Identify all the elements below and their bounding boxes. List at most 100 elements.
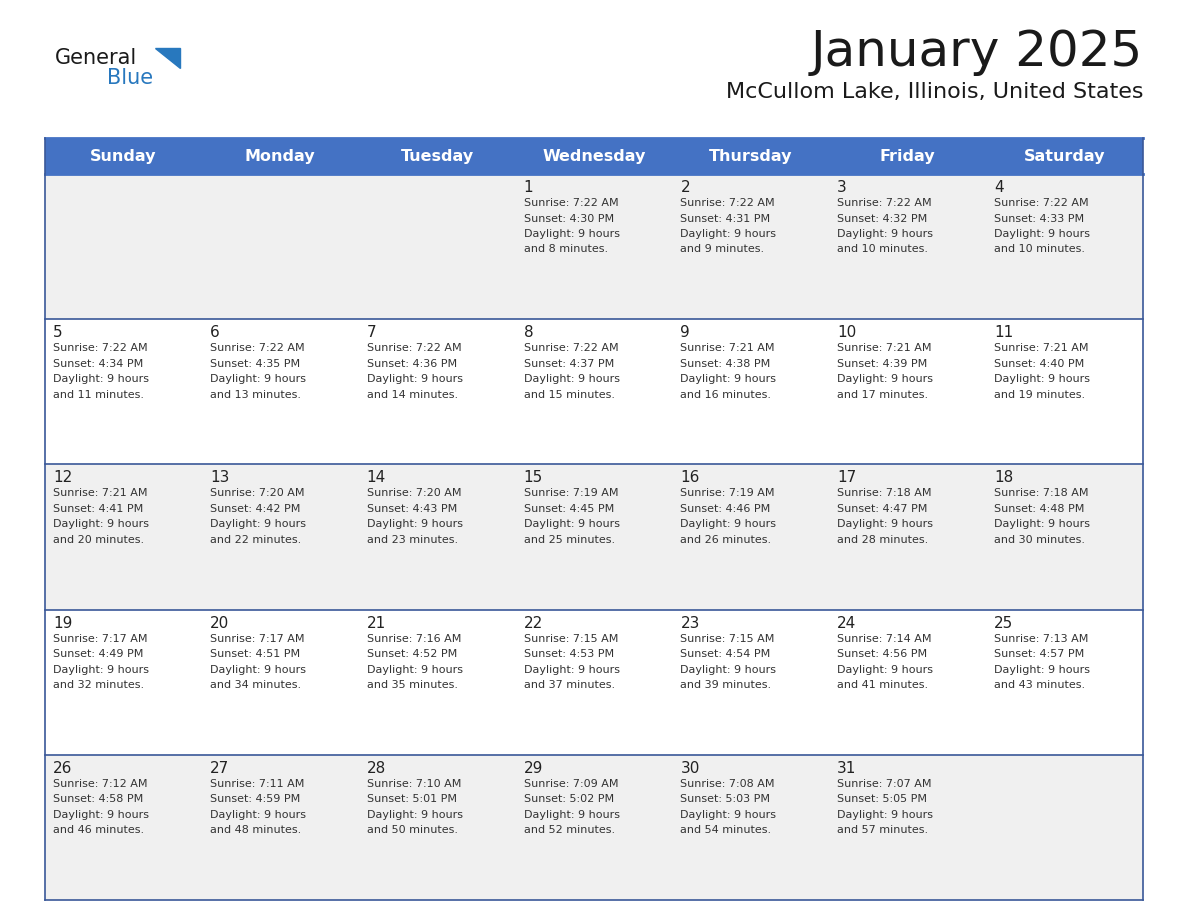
Text: and 13 minutes.: and 13 minutes. xyxy=(210,390,301,399)
Text: Sunrise: 7:07 AM: Sunrise: 7:07 AM xyxy=(838,778,931,789)
Text: 1: 1 xyxy=(524,180,533,195)
Text: Friday: Friday xyxy=(880,149,935,163)
Text: and 22 minutes.: and 22 minutes. xyxy=(210,535,301,545)
Text: Daylight: 9 hours: Daylight: 9 hours xyxy=(681,375,777,385)
Text: and 16 minutes.: and 16 minutes. xyxy=(681,390,771,399)
Text: Sunrise: 7:10 AM: Sunrise: 7:10 AM xyxy=(367,778,461,789)
Text: Daylight: 9 hours: Daylight: 9 hours xyxy=(994,665,1091,675)
Text: Sunrise: 7:22 AM: Sunrise: 7:22 AM xyxy=(524,343,618,353)
Text: and 20 minutes.: and 20 minutes. xyxy=(53,535,144,545)
Text: Sunrise: 7:22 AM: Sunrise: 7:22 AM xyxy=(367,343,461,353)
Text: 12: 12 xyxy=(53,470,72,486)
Text: and 11 minutes.: and 11 minutes. xyxy=(53,390,144,399)
Text: Daylight: 9 hours: Daylight: 9 hours xyxy=(367,375,462,385)
Text: Sunrise: 7:14 AM: Sunrise: 7:14 AM xyxy=(838,633,931,644)
Text: Daylight: 9 hours: Daylight: 9 hours xyxy=(994,520,1091,530)
Text: and 34 minutes.: and 34 minutes. xyxy=(210,680,301,690)
Text: 17: 17 xyxy=(838,470,857,486)
Text: and 10 minutes.: and 10 minutes. xyxy=(994,244,1085,254)
Text: Sunset: 5:01 PM: Sunset: 5:01 PM xyxy=(367,794,456,804)
Text: 19: 19 xyxy=(53,616,72,631)
Text: Sunrise: 7:21 AM: Sunrise: 7:21 AM xyxy=(838,343,931,353)
Text: Daylight: 9 hours: Daylight: 9 hours xyxy=(994,229,1091,239)
Text: and 32 minutes.: and 32 minutes. xyxy=(53,680,144,690)
Text: Sunset: 4:38 PM: Sunset: 4:38 PM xyxy=(681,359,771,369)
Text: Sunset: 5:02 PM: Sunset: 5:02 PM xyxy=(524,794,614,804)
Text: Sunrise: 7:21 AM: Sunrise: 7:21 AM xyxy=(681,343,775,353)
Text: and 43 minutes.: and 43 minutes. xyxy=(994,680,1086,690)
Text: and 30 minutes.: and 30 minutes. xyxy=(994,535,1085,545)
Text: 8: 8 xyxy=(524,325,533,341)
Text: Daylight: 9 hours: Daylight: 9 hours xyxy=(838,810,934,820)
Text: Blue: Blue xyxy=(107,68,153,88)
Text: Sunset: 4:41 PM: Sunset: 4:41 PM xyxy=(53,504,144,514)
Text: 30: 30 xyxy=(681,761,700,776)
Text: and 50 minutes.: and 50 minutes. xyxy=(367,825,457,835)
Text: Sunset: 4:35 PM: Sunset: 4:35 PM xyxy=(210,359,301,369)
Text: Daylight: 9 hours: Daylight: 9 hours xyxy=(681,520,777,530)
Text: Sunrise: 7:15 AM: Sunrise: 7:15 AM xyxy=(524,633,618,644)
Text: Thursday: Thursday xyxy=(709,149,792,163)
Text: 3: 3 xyxy=(838,180,847,195)
Text: Sunrise: 7:17 AM: Sunrise: 7:17 AM xyxy=(53,633,147,644)
Text: and 14 minutes.: and 14 minutes. xyxy=(367,390,457,399)
Text: Daylight: 9 hours: Daylight: 9 hours xyxy=(367,665,462,675)
Text: Daylight: 9 hours: Daylight: 9 hours xyxy=(838,665,934,675)
Text: 25: 25 xyxy=(994,616,1013,631)
Text: and 48 minutes.: and 48 minutes. xyxy=(210,825,301,835)
Text: Sunset: 5:03 PM: Sunset: 5:03 PM xyxy=(681,794,771,804)
Text: Daylight: 9 hours: Daylight: 9 hours xyxy=(681,229,777,239)
Text: Sunset: 4:42 PM: Sunset: 4:42 PM xyxy=(210,504,301,514)
Text: 9: 9 xyxy=(681,325,690,341)
Text: Sunrise: 7:13 AM: Sunrise: 7:13 AM xyxy=(994,633,1088,644)
Text: Daylight: 9 hours: Daylight: 9 hours xyxy=(53,665,148,675)
Text: 18: 18 xyxy=(994,470,1013,486)
Text: Sunset: 4:56 PM: Sunset: 4:56 PM xyxy=(838,649,928,659)
Text: Sunset: 4:45 PM: Sunset: 4:45 PM xyxy=(524,504,614,514)
Text: Saturday: Saturday xyxy=(1024,149,1105,163)
Text: 11: 11 xyxy=(994,325,1013,341)
Text: Sunrise: 7:12 AM: Sunrise: 7:12 AM xyxy=(53,778,147,789)
Text: Sunset: 5:05 PM: Sunset: 5:05 PM xyxy=(838,794,928,804)
Text: Sunset: 4:49 PM: Sunset: 4:49 PM xyxy=(53,649,144,659)
Text: and 35 minutes.: and 35 minutes. xyxy=(367,680,457,690)
Text: Monday: Monday xyxy=(245,149,316,163)
Text: and 25 minutes.: and 25 minutes. xyxy=(524,535,614,545)
Text: Sunset: 4:57 PM: Sunset: 4:57 PM xyxy=(994,649,1085,659)
Text: Sunrise: 7:09 AM: Sunrise: 7:09 AM xyxy=(524,778,618,789)
Text: 4: 4 xyxy=(994,180,1004,195)
Text: Sunrise: 7:16 AM: Sunrise: 7:16 AM xyxy=(367,633,461,644)
Text: and 57 minutes.: and 57 minutes. xyxy=(838,825,928,835)
Text: Sunrise: 7:22 AM: Sunrise: 7:22 AM xyxy=(210,343,304,353)
Text: Sunset: 4:48 PM: Sunset: 4:48 PM xyxy=(994,504,1085,514)
Text: Daylight: 9 hours: Daylight: 9 hours xyxy=(681,665,777,675)
Text: 5: 5 xyxy=(53,325,63,341)
Text: Sunrise: 7:08 AM: Sunrise: 7:08 AM xyxy=(681,778,775,789)
Text: Daylight: 9 hours: Daylight: 9 hours xyxy=(53,375,148,385)
Text: Sunset: 4:36 PM: Sunset: 4:36 PM xyxy=(367,359,457,369)
Text: and 28 minutes.: and 28 minutes. xyxy=(838,535,929,545)
Text: Daylight: 9 hours: Daylight: 9 hours xyxy=(524,229,620,239)
Text: Sunset: 4:43 PM: Sunset: 4:43 PM xyxy=(367,504,457,514)
Text: Sunrise: 7:22 AM: Sunrise: 7:22 AM xyxy=(994,198,1088,208)
Text: Daylight: 9 hours: Daylight: 9 hours xyxy=(210,520,305,530)
Text: McCullom Lake, Illinois, United States: McCullom Lake, Illinois, United States xyxy=(726,82,1143,102)
Text: Daylight: 9 hours: Daylight: 9 hours xyxy=(524,810,620,820)
Text: Sunday: Sunday xyxy=(90,149,157,163)
Text: and 15 minutes.: and 15 minutes. xyxy=(524,390,614,399)
Text: Sunrise: 7:21 AM: Sunrise: 7:21 AM xyxy=(53,488,147,498)
Text: Sunrise: 7:18 AM: Sunrise: 7:18 AM xyxy=(838,488,931,498)
Text: General: General xyxy=(55,48,138,68)
Text: Sunrise: 7:21 AM: Sunrise: 7:21 AM xyxy=(994,343,1088,353)
Text: 20: 20 xyxy=(210,616,229,631)
Text: Sunset: 4:51 PM: Sunset: 4:51 PM xyxy=(210,649,301,659)
Text: and 52 minutes.: and 52 minutes. xyxy=(524,825,614,835)
Text: and 37 minutes.: and 37 minutes. xyxy=(524,680,614,690)
Text: Daylight: 9 hours: Daylight: 9 hours xyxy=(838,375,934,385)
Text: Wednesday: Wednesday xyxy=(542,149,646,163)
Text: Daylight: 9 hours: Daylight: 9 hours xyxy=(53,520,148,530)
Text: 10: 10 xyxy=(838,325,857,341)
Text: 13: 13 xyxy=(210,470,229,486)
Text: Sunset: 4:59 PM: Sunset: 4:59 PM xyxy=(210,794,301,804)
Text: 22: 22 xyxy=(524,616,543,631)
